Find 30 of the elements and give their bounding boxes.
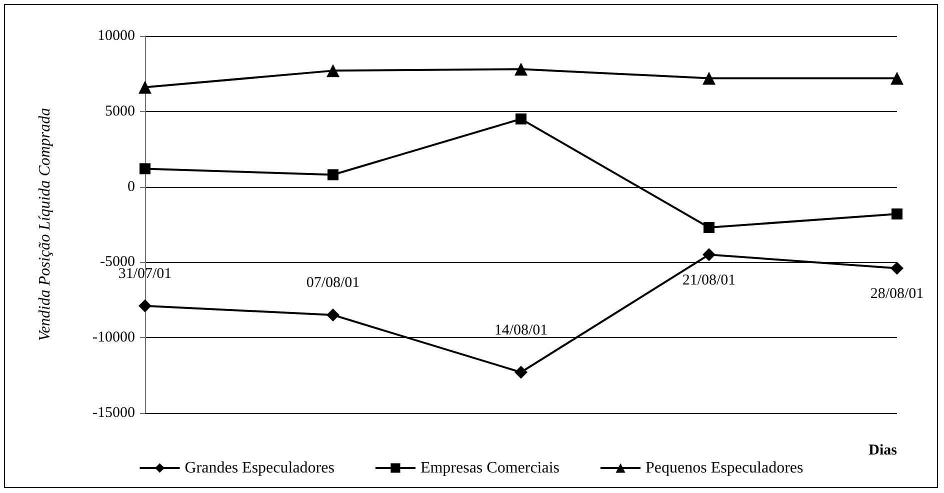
legend-label: Grandes Especuladores [184,460,334,476]
y-tick-label: -10000 [92,330,135,346]
point [326,308,340,322]
point [138,80,152,94]
point [702,72,716,85]
y-tick-label: 0 [128,178,135,195]
legend-label: Pequenos Especuladores [646,460,804,476]
x-axis-title: Dias [868,442,898,458]
x-tick-label: 21/08/01 [682,272,736,289]
point [516,113,526,124]
point [704,222,714,234]
x-tick-label: 28/08/01 [870,286,924,302]
y-tick-label: 5000 [105,103,135,120]
point [326,64,340,78]
point [514,366,528,379]
point [138,299,152,312]
point [328,169,338,180]
point [702,248,716,262]
x-tick-label: 31/07/01 [118,266,172,282]
y-axis-title: Vendida Posição Líquida Comprada [36,108,54,342]
y-tick-label: 10000 [98,28,135,44]
point [890,72,904,85]
point [890,262,904,275]
point [892,208,902,220]
y-tick-label: -15000 [92,405,135,421]
legend-label: Empresas Comerciais [420,460,560,476]
point [140,163,150,174]
x-tick-label: 07/08/01 [306,274,360,291]
point [514,62,528,76]
x-tick-label: 14/08/01 [494,322,548,338]
